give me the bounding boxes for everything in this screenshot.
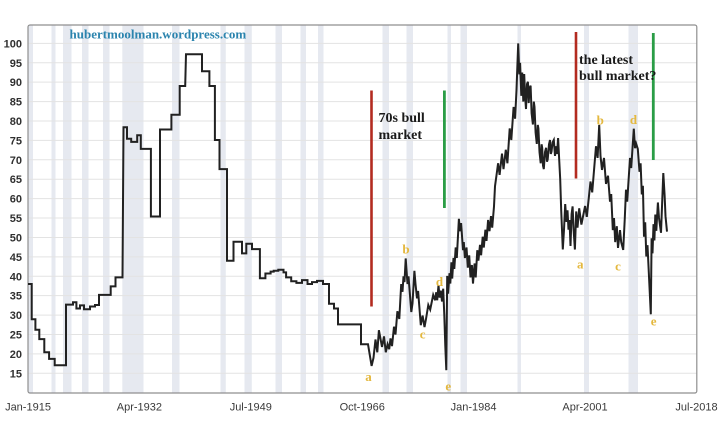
svg-text:80: 80	[10, 116, 22, 128]
svg-text:45: 45	[10, 252, 22, 264]
svg-text:90: 90	[10, 77, 22, 89]
svg-text:35: 35	[10, 291, 22, 303]
svg-text:a: a	[577, 257, 584, 272]
svg-text:Jul-2018: Jul-2018	[675, 402, 717, 414]
svg-text:Apr-1932: Apr-1932	[117, 402, 162, 414]
svg-text:d: d	[436, 274, 444, 289]
svg-text:d: d	[630, 112, 638, 127]
svg-text:c: c	[420, 327, 426, 342]
svg-text:Jan-1984: Jan-1984	[451, 402, 497, 414]
svg-text:e: e	[651, 313, 657, 328]
svg-text:market: market	[379, 128, 423, 143]
svg-text:60: 60	[10, 194, 22, 206]
svg-text:40: 40	[10, 271, 22, 283]
svg-text:15: 15	[10, 368, 22, 380]
svg-text:55: 55	[10, 213, 22, 225]
svg-text:hubertmoolman.wordpress.com: hubertmoolman.wordpress.com	[70, 27, 247, 42]
svg-text:50: 50	[10, 232, 22, 244]
svg-text:75: 75	[10, 135, 22, 147]
svg-text:20: 20	[10, 349, 22, 361]
svg-text:c: c	[615, 258, 621, 273]
svg-text:30: 30	[10, 310, 22, 322]
svg-text:Oct-1966: Oct-1966	[340, 402, 385, 414]
svg-text:the latest: the latest	[579, 53, 633, 68]
svg-text:85: 85	[10, 97, 22, 109]
svg-text:100: 100	[4, 38, 22, 50]
svg-text:65: 65	[10, 174, 22, 186]
svg-text:Apr-2001: Apr-2001	[562, 402, 607, 414]
svg-text:25: 25	[10, 330, 22, 342]
svg-text:b: b	[597, 112, 604, 127]
svg-text:b: b	[402, 242, 409, 257]
svg-text:a: a	[365, 369, 372, 384]
svg-text:95: 95	[10, 58, 22, 70]
svg-text:Jul-1949: Jul-1949	[230, 402, 272, 414]
svg-text:Jan-1915: Jan-1915	[5, 402, 51, 414]
svg-text:bull market?: bull market?	[579, 69, 656, 84]
svg-text:70s bull: 70s bull	[379, 111, 425, 126]
svg-text:e: e	[445, 379, 451, 394]
svg-text:70: 70	[10, 155, 22, 167]
